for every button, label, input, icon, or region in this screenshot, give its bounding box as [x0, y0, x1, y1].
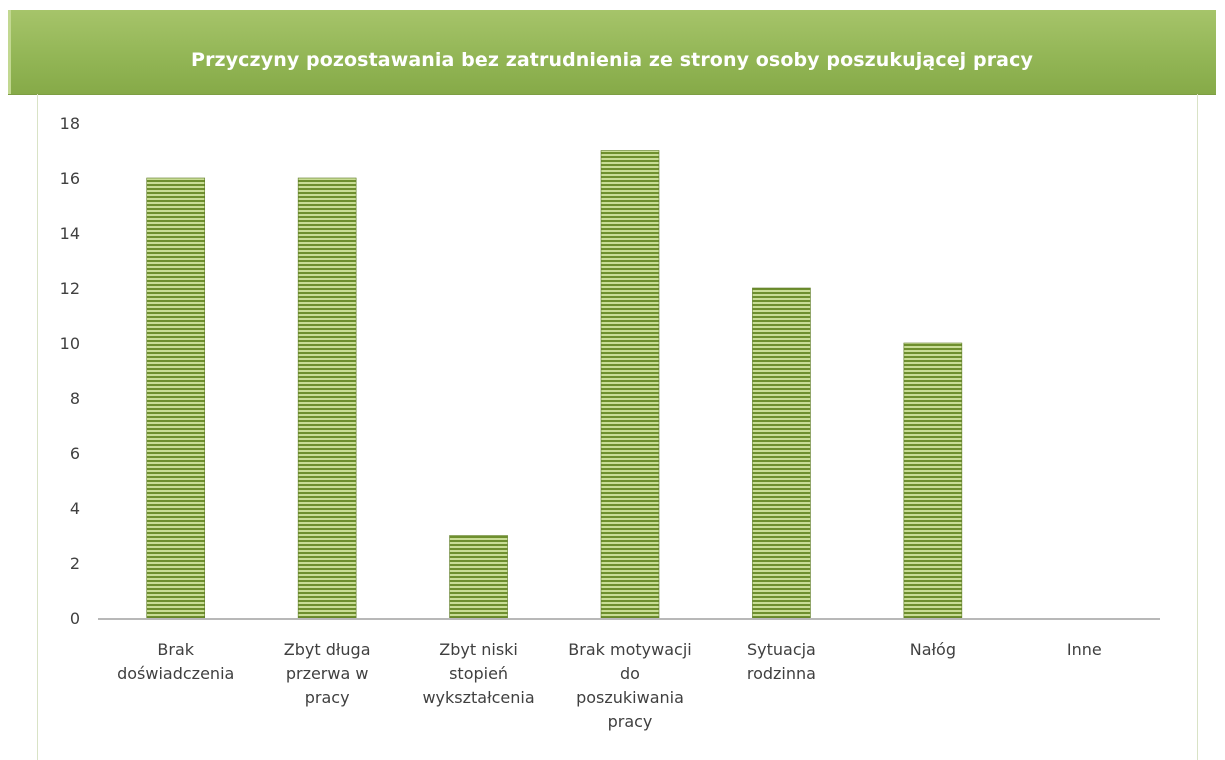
bar — [752, 287, 811, 619]
bar — [297, 177, 357, 619]
bar — [449, 535, 508, 619]
y-tick-label: 0 — [70, 609, 80, 628]
bar — [600, 150, 660, 619]
y-tick-label: 10 — [60, 334, 80, 353]
x-tick-label: Brak motywacji do poszukiwania pracy — [568, 640, 691, 731]
x-tick-label: Zbyt niski stopień wykształcenia — [422, 640, 534, 707]
y-tick-label: 6 — [70, 444, 80, 463]
y-tick-label: 14 — [60, 224, 80, 243]
y-tick-label: 8 — [70, 389, 80, 408]
x-tick-label: Zbyt długa przerwa w pracy — [284, 640, 371, 707]
x-tick-label: Sytuacja rodzinna — [747, 640, 816, 683]
x-axis-labels: Brak doświadczenia Zbyt długa przerwa w prac… — [117, 640, 1102, 731]
bar — [146, 177, 206, 619]
y-tick-label: 12 — [60, 279, 80, 298]
bar — [903, 342, 963, 619]
y-tick-label: 2 — [70, 554, 80, 573]
y-tick-label: 18 — [60, 114, 80, 133]
y-tick-label: 16 — [60, 169, 80, 188]
title-banner — [8, 10, 1216, 95]
y-tick-label: 4 — [70, 499, 80, 518]
y-axis-ticks: 0 2 4 6 8 10 12 14 16 18 — [60, 114, 80, 628]
plot-area-border — [37, 94, 1198, 760]
x-tick-label: Nałóg — [910, 640, 956, 659]
x-tick-label: Inne — [1067, 640, 1102, 659]
x-tick-label: Brak doświadczenia — [117, 640, 234, 683]
bars — [146, 150, 963, 619]
chart-frame: Przyczyny pozostawania bez zatrudnienia … — [8, 10, 1216, 760]
chart-title: Przyczyny pozostawania bez zatrudnienia … — [191, 49, 1033, 71]
